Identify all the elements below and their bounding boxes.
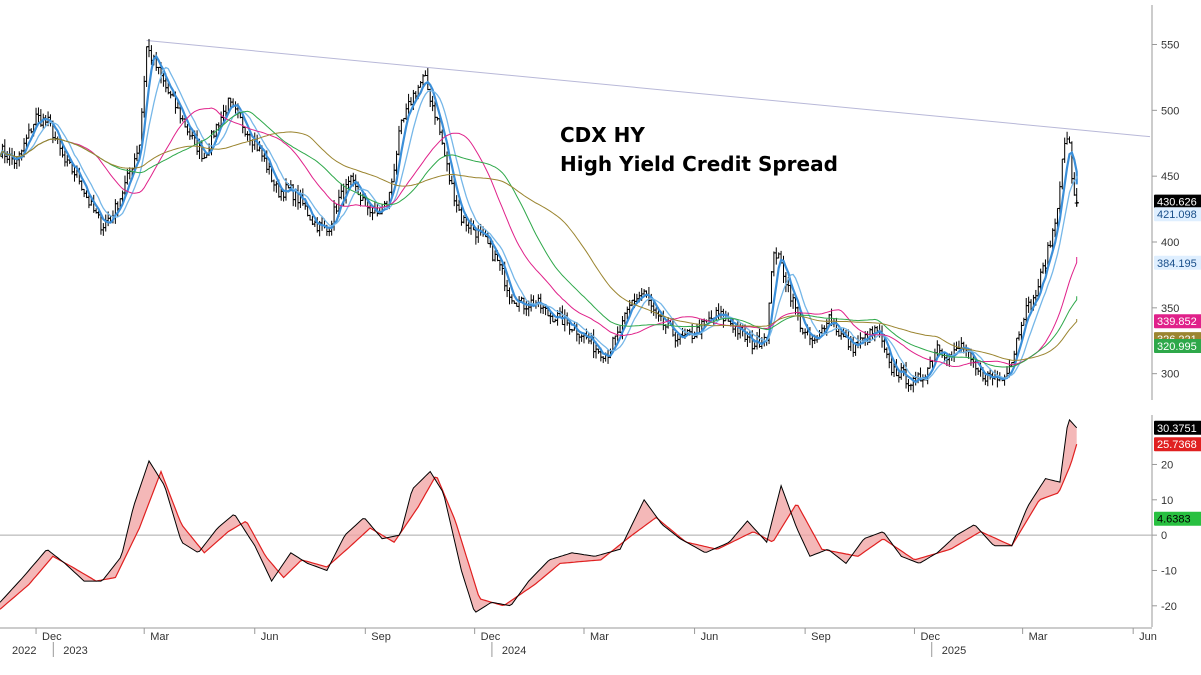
oscillator-lines <box>0 418 1078 613</box>
price-last-value-tag-box <box>1154 314 1201 329</box>
chart-title: CDX HY <box>560 123 645 147</box>
price-last-value-tags: 430.626421.098384.195339.852326.221320.9… <box>1154 194 1201 354</box>
oscillator-slow-line <box>0 444 1078 610</box>
price-panel: 300 350 400 450 500 550 CDX HY High Yield Cre… <box>0 5 1201 400</box>
price-last-value-tag-box <box>1154 207 1201 222</box>
month-tick-label: Mar <box>1029 631 1048 643</box>
price-last-value-tag-box <box>1154 194 1201 209</box>
oscillator-fill <box>0 419 1077 613</box>
moving-average-45 <box>0 110 1078 368</box>
month-tick-label: Mar <box>590 631 609 643</box>
month-tick-label: Dec <box>920 631 940 643</box>
price-last-value-tag-label: 421.098 <box>1157 209 1197 221</box>
moving-average-lines <box>0 54 1078 384</box>
year-tick-label: 2023 <box>63 645 87 657</box>
year-tick-label: 2024 <box>502 645 526 657</box>
price-tick-label: 300 <box>1161 369 1179 381</box>
price-last-value-tag-box <box>1154 339 1201 354</box>
month-tick-label: Sep <box>811 631 831 643</box>
oscillator-tick-label: -20 <box>1161 601 1177 613</box>
price-last-value-tag-label: 430.626 <box>1157 197 1197 209</box>
month-tick-label: Jun <box>701 631 719 643</box>
year-tick-label: 2025 <box>942 645 966 657</box>
price-tick-label: 400 <box>1161 237 1179 249</box>
oscillator-last-value-tag-box <box>1154 437 1201 452</box>
oscillator-last-value-tag-label: 4.6383 <box>1157 514 1191 526</box>
oscillator-tick-label: -10 <box>1161 565 1177 577</box>
month-tick-label: Mar <box>150 631 169 643</box>
moving-average-5 <box>0 54 1078 384</box>
oscillator-fast-line <box>0 418 1078 613</box>
month-tick-label: Dec <box>481 631 501 643</box>
oscillator-last-value-tags: 30.3751 25.7368 4.6383 <box>1154 420 1201 526</box>
month-tick-label: Sep <box>371 631 391 643</box>
oscillator-tick-label: 0 <box>1161 530 1167 542</box>
price-last-value-tag-label: 320.995 <box>1157 341 1197 353</box>
oscillator-tick-label: 20 <box>1161 459 1173 471</box>
price-tick-label: 450 <box>1161 171 1179 183</box>
price-tick-label: 350 <box>1161 303 1179 315</box>
price-bars <box>0 38 1079 393</box>
oscillator-last-value-tag-box <box>1154 511 1201 526</box>
moving-average-10 <box>0 66 1078 381</box>
oscillator-panel: -20 -10 0 10 20 30.3751 25.7368 4.6383 <box>0 415 1201 627</box>
moving-average-70 <box>0 131 1078 361</box>
price-last-value-tag-box <box>1154 255 1201 270</box>
month-tick-label: Dec <box>42 631 62 643</box>
price-tick-label: 550 <box>1161 40 1179 52</box>
oscillator-last-value-tag-label: 25.7368 <box>1157 439 1197 451</box>
trendline <box>146 40 1151 138</box>
year-tick-label: 2022 <box>12 645 36 657</box>
month-tick-label: Jun <box>261 631 279 643</box>
oscillator-last-value-tag-label: 30.3751 <box>1157 423 1197 435</box>
oscillator-tick-label: 10 <box>1161 495 1173 507</box>
time-axis: Dec Mar Jun Sep Dec Mar Jun Sep Dec Mar Jun 2022 202… <box>0 627 1157 657</box>
oscillator-spread-fill <box>0 419 1077 613</box>
moving-average-30 <box>0 107 1078 368</box>
month-tick-label: Jun <box>1139 631 1157 643</box>
price-last-value-tag-label: 384.195 <box>1157 258 1197 270</box>
price-last-value-tag-label: 339.852 <box>1157 316 1197 328</box>
chart-subtitle: High Yield Credit Spread <box>560 152 838 176</box>
price-tick-label: 500 <box>1161 105 1179 117</box>
oscillator-last-value-tag-box <box>1154 420 1201 435</box>
price-axis-ticks: 300 350 400 450 500 550 <box>1151 5 1179 400</box>
